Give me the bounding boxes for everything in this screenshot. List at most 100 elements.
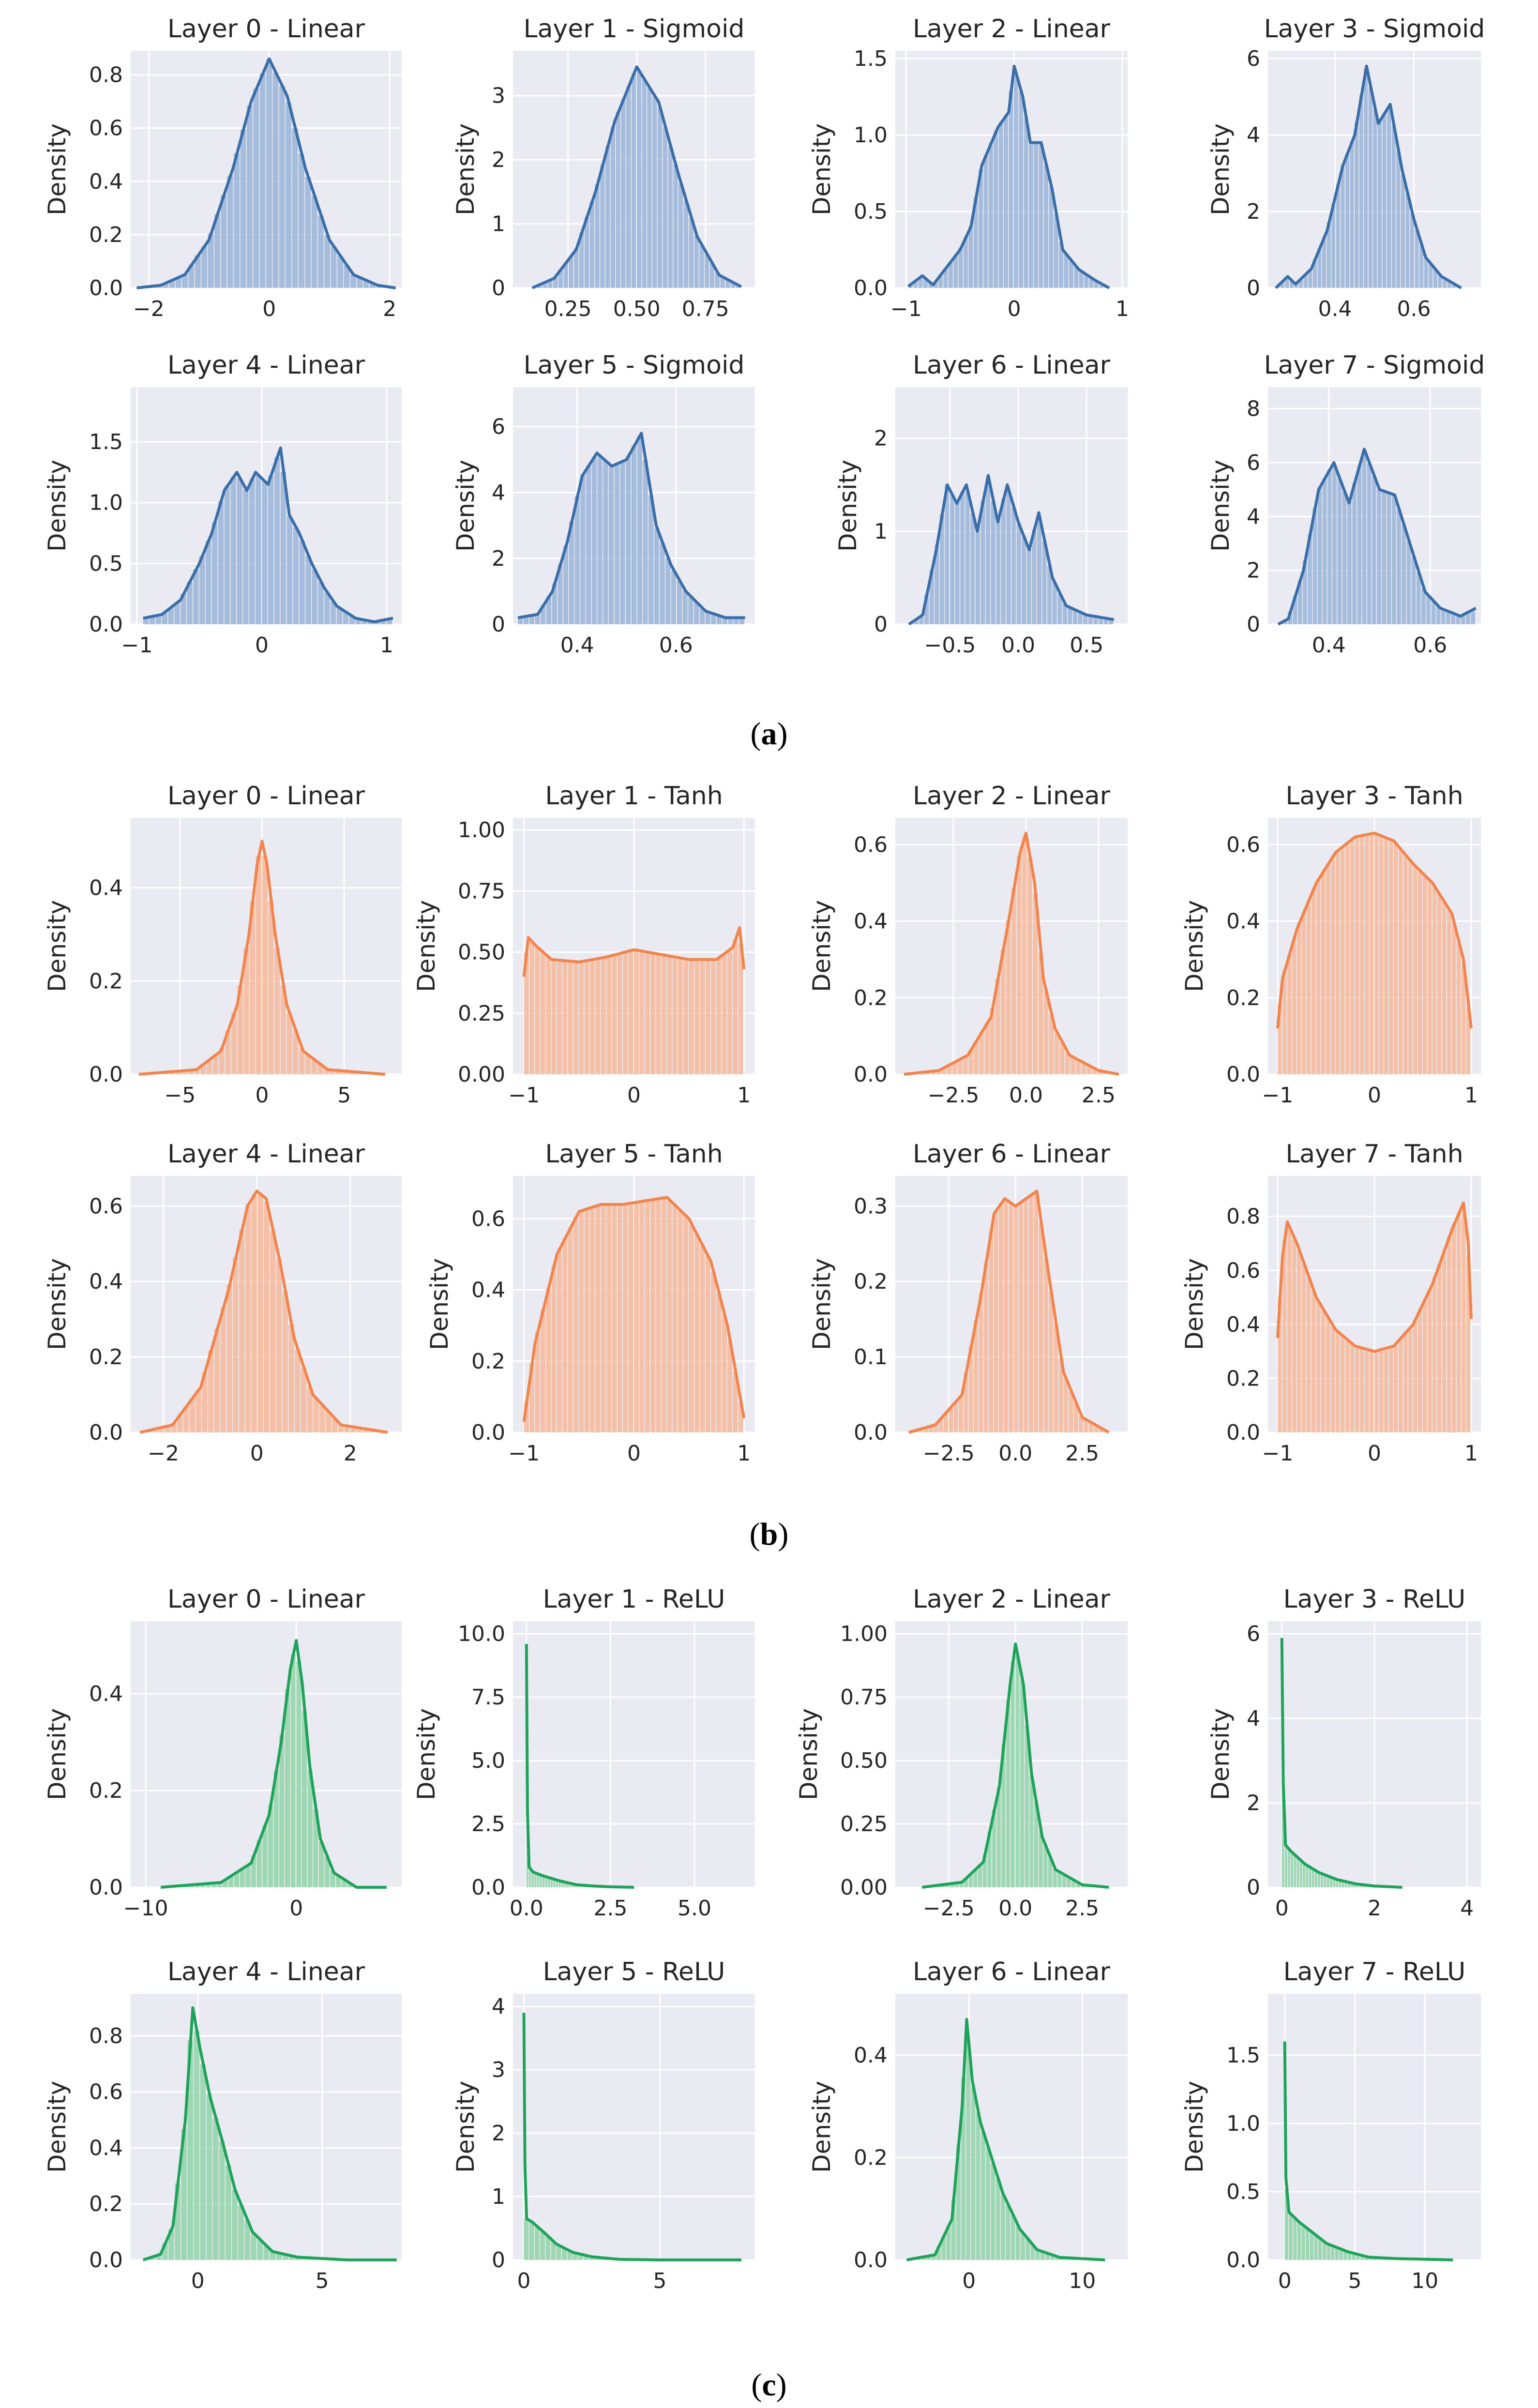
histogram-bar <box>1391 125 1396 288</box>
histogram-bar <box>524 952 529 1074</box>
histogram-bar <box>1312 508 1317 624</box>
histogram-bar <box>1021 2233 1025 2260</box>
histogram-bar <box>621 99 626 288</box>
y-axis-label: Density <box>1180 900 1208 992</box>
histogram-bar <box>551 1265 557 1432</box>
histogram-bar <box>1341 165 1345 288</box>
histogram-bar <box>270 1230 276 1432</box>
histogram-bar <box>357 277 363 288</box>
histogram-bar <box>946 2226 951 2260</box>
histogram-bar <box>1109 619 1114 624</box>
histogram-bar <box>672 1205 678 1432</box>
histogram-bar <box>344 265 350 288</box>
histogram-bar <box>727 949 733 1074</box>
histogram-bar <box>1408 1327 1413 1432</box>
x-tick-label: 0.50 <box>613 297 661 321</box>
histogram-bar <box>305 1054 311 1074</box>
histogram-bar <box>268 901 274 1074</box>
histogram-bar <box>276 2253 282 2260</box>
histogram-bar <box>181 594 186 624</box>
y-tick-label: 1.0 <box>854 123 888 148</box>
histogram-bar <box>1442 1250 1447 1432</box>
histogram-bar <box>612 1204 617 1432</box>
histogram-bar <box>238 2205 244 2260</box>
histogram-bar <box>337 256 344 288</box>
histogram-bar <box>534 2227 540 2260</box>
histogram-bar <box>1019 1202 1024 1432</box>
histogram-bar <box>1035 2250 1040 2260</box>
x-tick-label: 1 <box>737 1441 751 1466</box>
histogram-bar <box>1384 1348 1388 1432</box>
histogram-bar <box>1457 1213 1461 1432</box>
histogram-bar <box>1382 113 1387 288</box>
histogram-bar <box>631 446 637 624</box>
histogram-bar <box>654 527 660 624</box>
histogram-bar <box>725 280 730 288</box>
histogram-bar <box>689 1224 694 1432</box>
histogram-bar <box>1001 2194 1005 2260</box>
histogram-bar <box>1042 541 1047 624</box>
y-tick-label: 0.0 <box>854 1420 888 1445</box>
histogram-bar <box>1339 2249 1343 2260</box>
histogram-bar <box>540 1875 542 1887</box>
histogram-bar <box>182 1070 188 1074</box>
histogram-bar <box>1364 2257 1368 2260</box>
histogram-bar <box>1377 489 1381 624</box>
histogram-bar <box>1044 165 1048 288</box>
histogram-bar <box>614 464 619 624</box>
histogram-bar <box>158 1427 164 1432</box>
chart-title: Layer 1 - ReLU <box>543 1585 725 1614</box>
histogram-bar <box>1303 1863 1305 1887</box>
histogram-bar <box>543 282 547 288</box>
histogram-bar <box>1355 836 1359 1074</box>
histogram-bar <box>578 2254 583 2260</box>
histogram-bar <box>558 1881 561 1887</box>
histogram-bar <box>1020 1679 1025 1887</box>
histogram-bar <box>679 183 683 288</box>
histogram-bar <box>1033 893 1038 1074</box>
x-tick-label: −5 <box>164 1083 196 1108</box>
histogram-bar <box>689 218 694 288</box>
x-tick-label: 5 <box>337 1083 351 1108</box>
histogram-bar <box>274 457 280 624</box>
histogram-bar <box>561 1881 564 1887</box>
histogram-bar <box>245 1865 251 1887</box>
histogram-bar <box>1053 1868 1057 1887</box>
y-tick-label: 0.4 <box>89 1682 123 1706</box>
x-tick-label: 0 <box>962 2269 976 2293</box>
histogram-bar <box>1314 2235 1318 2260</box>
histogram-bar <box>947 1065 952 1074</box>
histogram-bar <box>1391 495 1396 624</box>
histogram-bar <box>584 960 589 1074</box>
histogram-bar <box>168 607 174 624</box>
plot-area <box>513 1621 755 1887</box>
histogram-bar <box>1345 843 1350 1074</box>
histogram-bar <box>945 485 950 624</box>
chart-title: Layer 0 - Linear <box>167 1585 365 1614</box>
histogram-bar <box>553 276 558 288</box>
histogram-bar <box>268 475 274 624</box>
histogram-bar <box>1441 609 1446 624</box>
histogram-bar <box>1052 583 1057 624</box>
histogram-bar <box>272 73 279 288</box>
histogram-bar <box>928 283 933 288</box>
plot-area <box>1268 1994 1481 2260</box>
histogram-bar <box>262 856 268 1074</box>
histogram-bar <box>162 2243 168 2260</box>
histogram-bar <box>626 86 631 288</box>
histogram-bar <box>656 1198 661 1432</box>
histogram-bar <box>1297 1858 1299 1887</box>
histogram-bar <box>1408 860 1413 1074</box>
histogram-bar <box>668 146 673 288</box>
histogram-bar <box>1327 469 1332 624</box>
y-tick-label: 0.6 <box>89 2080 123 2105</box>
histogram-bar <box>206 2094 212 2260</box>
histogram-bar <box>678 958 683 1074</box>
histogram-bar <box>608 466 614 624</box>
histogram-bar <box>219 2141 225 2260</box>
histogram-bar <box>1303 274 1308 288</box>
histogram-bar <box>1426 596 1431 624</box>
histogram-bar <box>683 959 689 1074</box>
histogram-bar <box>652 96 657 288</box>
histogram-bar <box>1047 565 1052 624</box>
